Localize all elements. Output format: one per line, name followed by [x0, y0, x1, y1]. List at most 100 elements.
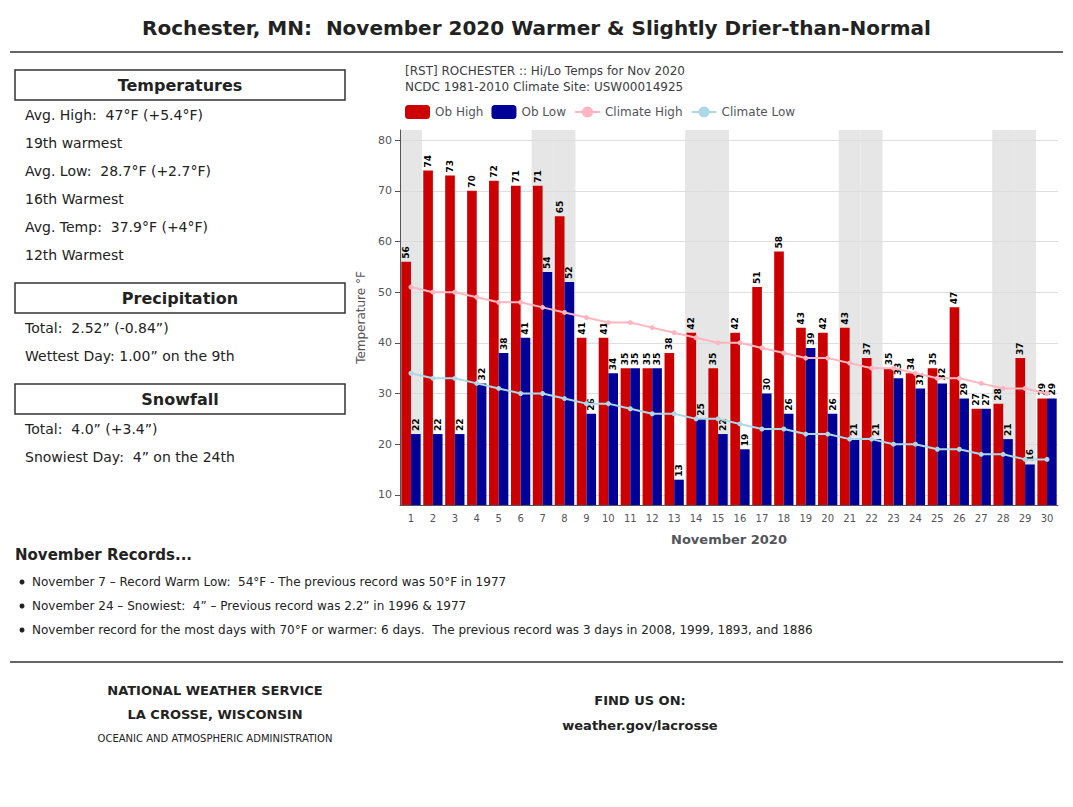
svg-text:28: 28 [997, 513, 1010, 524]
svg-text:65: 65 [555, 201, 565, 214]
svg-text:November record for the most d: November record for the most days with 7… [32, 623, 813, 637]
svg-text:November Records...: November Records... [15, 546, 192, 564]
svg-text:2: 2 [430, 513, 436, 524]
svg-text:26: 26 [953, 513, 966, 524]
svg-text:13: 13 [674, 464, 684, 477]
svg-text:43: 43 [840, 312, 850, 325]
svg-text:71: 71 [533, 170, 543, 183]
svg-text:19: 19 [799, 513, 812, 524]
svg-text:43: 43 [796, 312, 806, 325]
svg-text:35: 35 [928, 353, 938, 366]
svg-text:23: 23 [887, 513, 900, 524]
svg-text:74: 74 [423, 155, 433, 168]
svg-text:29: 29 [1019, 513, 1032, 524]
svg-text:37: 37 [1015, 343, 1025, 356]
svg-text:58: 58 [774, 236, 784, 249]
svg-text:13: 13 [668, 513, 681, 524]
svg-text:Snowfall: Snowfall [141, 390, 218, 409]
svg-text:Rochester, MN: November 2020: Rochester, MN: November 2020 Warmer & Sl… [142, 16, 931, 40]
svg-text:20: 20 [378, 438, 392, 451]
svg-text:27: 27 [975, 513, 988, 524]
svg-text:November 24 – Snowiest: 4” –: November 24 – Snowiest: 4” – Previous re… [32, 599, 466, 613]
svg-text:30: 30 [762, 378, 772, 391]
svg-text:22: 22 [433, 419, 443, 432]
svg-text:Total: 2.52” (-0.84”): Total: 2.52” (-0.84”) [24, 320, 169, 336]
svg-text:10: 10 [602, 513, 615, 524]
svg-text:39: 39 [806, 332, 816, 345]
svg-text:25: 25 [696, 403, 706, 416]
svg-text:22: 22 [455, 419, 465, 432]
svg-text:Avg. High: 47°F (+5.4°F): Avg. High: 47°F (+5.4°F) [25, 107, 203, 123]
svg-text:Avg. Low: 28.7°F (+2.7°F): Avg. Low: 28.7°F (+2.7°F) [25, 163, 211, 179]
svg-text:22: 22 [865, 513, 878, 524]
svg-text:54: 54 [542, 256, 552, 269]
svg-text:NATIONAL WEATHER SERVICE: NATIONAL WEATHER SERVICE [107, 683, 322, 698]
svg-text:OCEANIC AND ATMOSPHERIC ADMINI: OCEANIC AND ATMOSPHERIC ADMINISTRATION [98, 733, 333, 744]
svg-text:50: 50 [378, 286, 392, 299]
svg-text:25: 25 [931, 513, 944, 524]
svg-text:5: 5 [496, 513, 502, 524]
svg-text:18: 18 [777, 513, 790, 524]
svg-text:14: 14 [690, 513, 703, 524]
svg-text:38: 38 [664, 337, 674, 350]
svg-text:12: 12 [646, 513, 659, 524]
svg-text:16: 16 [734, 513, 747, 524]
svg-text:26: 26 [784, 398, 794, 411]
svg-text:35: 35 [630, 353, 640, 366]
svg-text:Temperatures: Temperatures [118, 76, 243, 95]
svg-text:Snowiest Day: 4” on the 24th: Snowiest Day: 4” on the 24th [25, 449, 235, 465]
svg-text:10: 10 [378, 488, 392, 501]
svg-text:51: 51 [752, 272, 762, 285]
svg-text:27: 27 [981, 393, 991, 406]
svg-text:11: 11 [624, 513, 637, 524]
svg-text:Climate High: Climate High [605, 105, 683, 119]
svg-text:47: 47 [949, 292, 959, 305]
svg-text:41: 41 [520, 322, 530, 335]
svg-text:weather.gov/lacrosse: weather.gov/lacrosse [562, 718, 718, 733]
svg-text:LA CROSSE, WISCONSIN: LA CROSSE, WISCONSIN [127, 707, 302, 722]
svg-text:8: 8 [561, 513, 567, 524]
svg-text:40: 40 [378, 336, 392, 349]
svg-text:30: 30 [1041, 513, 1054, 524]
svg-text:1: 1 [408, 513, 414, 524]
svg-text:[RST] ROCHESTER :: Hi/Lo Temps: [RST] ROCHESTER :: Hi/Lo Temps for Nov 2… [405, 64, 685, 78]
svg-text:70: 70 [467, 175, 477, 188]
svg-text:21: 21 [849, 424, 859, 437]
svg-text:26: 26 [828, 398, 838, 411]
svg-text:November 2020: November 2020 [671, 532, 787, 547]
svg-text:19: 19 [740, 434, 750, 447]
svg-text:4: 4 [474, 513, 480, 524]
svg-text:Ob High: Ob High [435, 105, 483, 119]
svg-text:Total: 4.0” (+3.4”): Total: 4.0” (+3.4”) [24, 421, 157, 437]
svg-text:52: 52 [564, 266, 574, 279]
svg-text:November 7 – Record Warm Low:: November 7 – Record Warm Low: 54°F - The… [32, 575, 506, 589]
svg-text:35: 35 [642, 353, 652, 366]
svg-text:34: 34 [608, 358, 618, 371]
svg-text:16th Warmest: 16th Warmest [25, 191, 124, 207]
svg-text:7: 7 [539, 513, 545, 524]
svg-text:35: 35 [708, 353, 718, 366]
svg-text:22: 22 [411, 419, 421, 432]
svg-text:32: 32 [477, 368, 487, 381]
svg-text:42: 42 [818, 317, 828, 330]
svg-text:9: 9 [583, 513, 589, 524]
svg-text:71: 71 [511, 170, 521, 183]
svg-text:35: 35 [652, 353, 662, 366]
svg-text:30: 30 [378, 387, 392, 400]
svg-text:72: 72 [489, 165, 499, 178]
svg-text:27: 27 [971, 393, 981, 406]
svg-text:6: 6 [517, 513, 523, 524]
svg-text:NCDC 1981-2010 Climate Site: U: NCDC 1981-2010 Climate Site: USW00014925 [405, 80, 683, 94]
svg-text:3: 3 [452, 513, 458, 524]
svg-text:21: 21 [843, 513, 856, 524]
svg-text:17: 17 [756, 513, 769, 524]
svg-text:Temperature °F: Temperature °F [354, 271, 368, 365]
svg-text:34: 34 [906, 358, 916, 371]
svg-text:42: 42 [686, 317, 696, 330]
svg-text:Avg. Temp: 37.9°F (+4°F): Avg. Temp: 37.9°F (+4°F) [25, 219, 208, 235]
svg-text:Wettest Day: 1.00” on the 9th: Wettest Day: 1.00” on the 9th [25, 348, 235, 364]
svg-text:80: 80 [378, 134, 392, 147]
svg-text:Climate Low: Climate Low [722, 105, 796, 119]
svg-text:Precipitation: Precipitation [122, 289, 238, 308]
svg-text:37: 37 [862, 343, 872, 356]
